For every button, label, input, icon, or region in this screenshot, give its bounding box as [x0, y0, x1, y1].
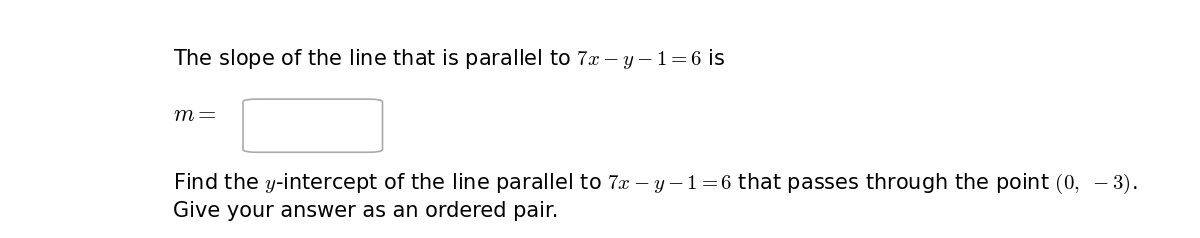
FancyBboxPatch shape: [242, 99, 383, 152]
Text: Find the $y$-intercept of the line parallel to $7x - y - 1 = 6$ that passes thro: Find the $y$-intercept of the line paral…: [173, 172, 1138, 196]
Text: The slope of the line that is parallel to $7x - y - 1 = 6$ is: The slope of the line that is parallel t…: [173, 47, 725, 71]
Text: $m =$: $m =$: [173, 102, 217, 126]
Text: Give your answer as an ordered pair.: Give your answer as an ordered pair.: [173, 201, 559, 221]
